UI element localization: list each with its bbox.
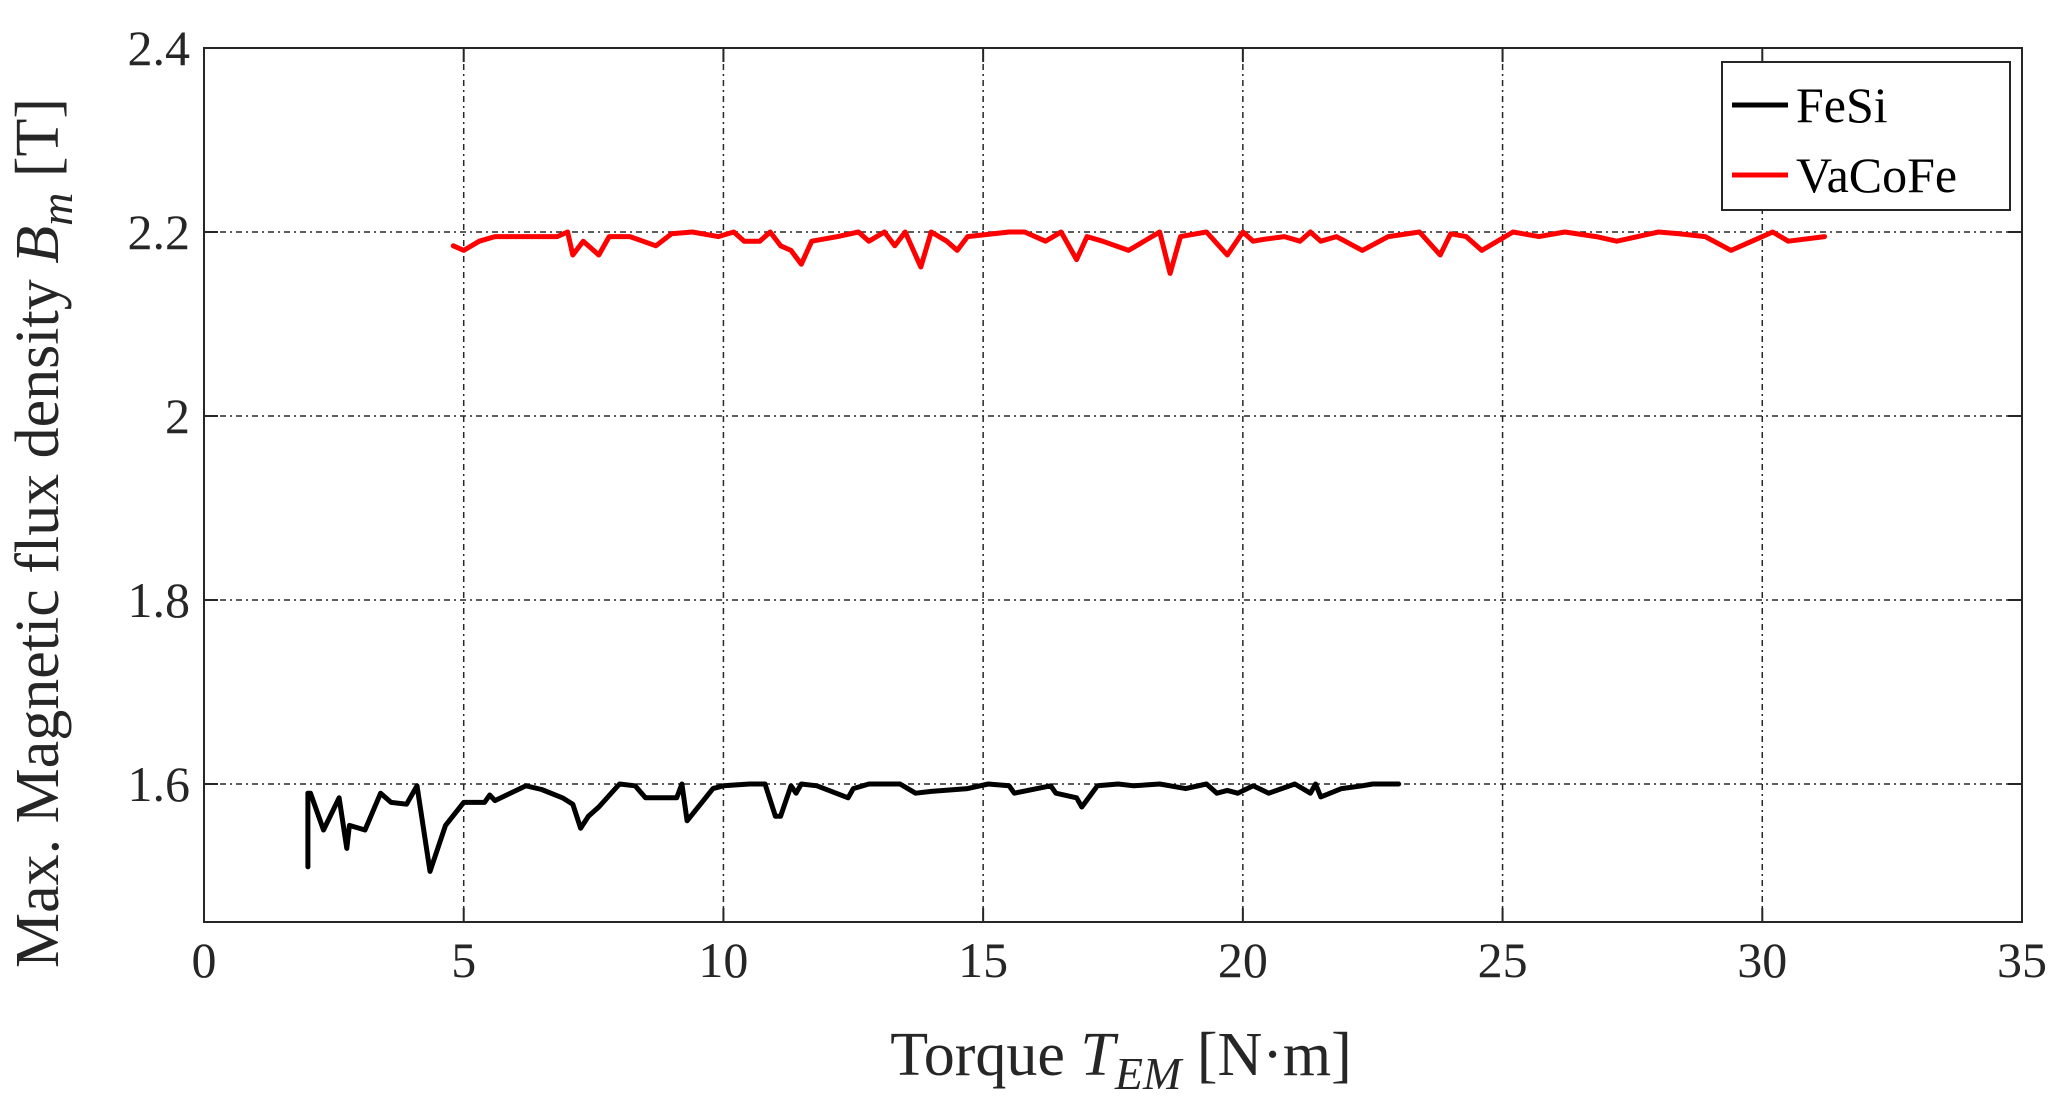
y-tick-label: 2: [165, 388, 190, 444]
legend-box: [1721, 61, 2011, 211]
grid: [204, 48, 2022, 922]
series-line-fesi: [305, 781, 1402, 874]
series-layer: [305, 229, 1828, 874]
x-axis-label: Torque TEM [N·m]: [890, 1021, 1352, 1099]
x-tick-label: 30: [1737, 932, 1787, 988]
x-tick-label: 15: [958, 932, 1008, 988]
plot-frame: [203, 47, 2023, 923]
x-tick-label: 0: [192, 932, 217, 988]
y-tick-label: 2.2: [128, 204, 191, 260]
y-axis-label: Max. Magnetic flux density Bm [T]: [4, 98, 82, 968]
ticks: [203, 47, 2023, 922]
tick-labels: 0 5 10 15 20 25 30 35 1.6 1.8 2 2.2 2.4: [128, 20, 2048, 988]
x-tick-label: 25: [1478, 932, 1528, 988]
x-tick-label: 5: [451, 932, 476, 988]
legend: FeSi VaCoFe: [1721, 61, 2011, 211]
x-tick-label: 35: [1997, 932, 2047, 988]
x-tick-label: 10: [698, 932, 748, 988]
x-tick-label: 20: [1218, 932, 1268, 988]
legend-label-fesi: FeSi: [1796, 77, 1888, 133]
y-tick-label: 1.6: [128, 756, 191, 812]
y-tick-label: 2.4: [128, 20, 191, 76]
y-tick-label: 1.8: [128, 572, 191, 628]
series-line-vacofe: [450, 229, 1828, 276]
legend-label-vacofe: VaCoFe: [1796, 147, 1957, 203]
